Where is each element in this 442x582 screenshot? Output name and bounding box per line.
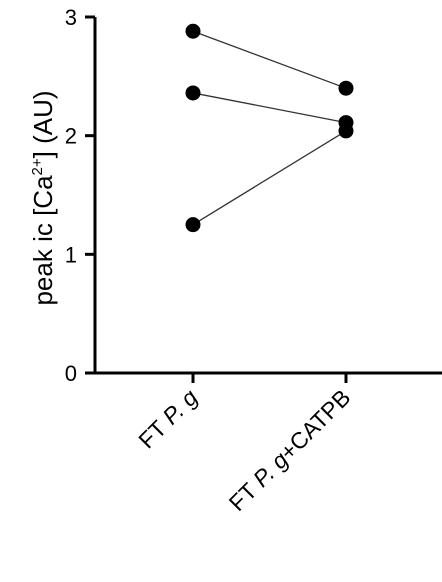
series-line [192,30,347,89]
y-tick-label: 1 [65,242,77,267]
y-tick-label: 3 [65,5,77,30]
series-line [192,130,347,226]
y-axis-label: peak ic [Ca2+] (AU) [28,90,58,305]
x-tick-label: FT P. g+CATPB [224,384,356,516]
x-tick-label: FT P. g [133,384,202,453]
y-axis-label-prefix: peak ic [Ca [28,175,58,306]
data-point [185,85,201,101]
data-points [185,23,354,233]
data-point [185,23,201,39]
y-axis-label-suffix: ] (AU) [28,90,58,158]
data-point [185,217,201,233]
axes [93,17,442,375]
y-ticks: 0 1 2 3 [65,5,348,386]
series-line [192,92,347,124]
x-tick-label-part: +CATPB [275,384,356,465]
data-point [338,123,354,139]
y-tick-label: 2 [65,124,77,149]
svg-text:peak ic [Ca2+] (AU): peak ic [Ca2+] (AU) [28,90,58,305]
data-point [338,80,354,96]
y-axis-label-superscript: 2+ [29,158,46,175]
y-tick-label: 0 [65,361,77,386]
series-lines [192,30,347,226]
x-tick-labels: FT P. g FT P. g+CATPB [133,384,355,516]
